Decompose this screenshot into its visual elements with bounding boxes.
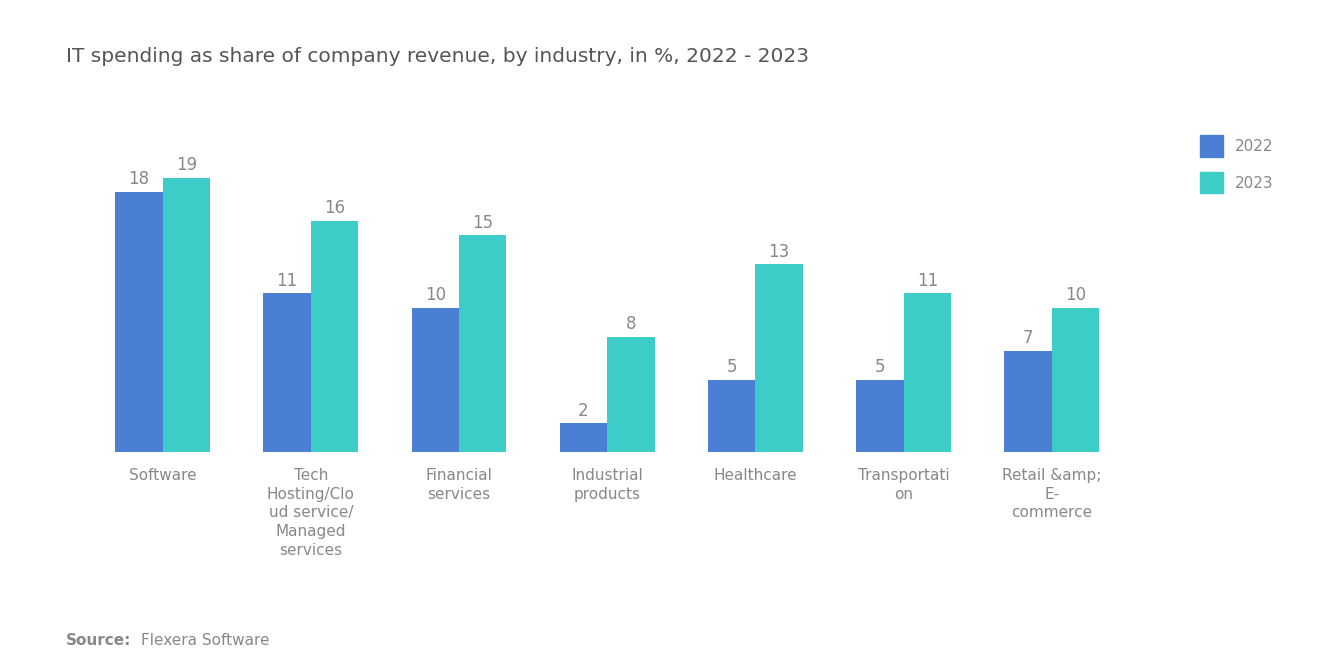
Bar [607,336,655,452]
Bar [904,293,950,452]
Text: 18: 18 [128,170,149,188]
Text: 11: 11 [916,271,939,289]
Bar [412,308,459,452]
Text: 2: 2 [578,402,589,420]
Bar [310,221,358,452]
Text: 11: 11 [276,271,298,289]
Text: 5: 5 [875,358,886,376]
Text: 8: 8 [626,315,636,333]
Text: IT spending as share of company revenue, by industry, in %, 2022 - 2023: IT spending as share of company revenue,… [66,47,809,66]
Text: 7: 7 [1023,329,1034,347]
Text: 10: 10 [425,286,446,304]
Bar [459,235,507,452]
Text: Source:: Source: [66,633,132,648]
Text: 10: 10 [1065,286,1086,304]
Bar [264,293,310,452]
Bar [1005,351,1052,452]
Text: 13: 13 [768,243,789,261]
Text: 15: 15 [473,213,494,231]
Text: Flexera Software: Flexera Software [141,633,269,648]
Bar [115,192,162,452]
Bar [560,424,607,452]
Bar [1052,308,1100,452]
Text: 19: 19 [176,156,197,174]
Text: 5: 5 [726,358,737,376]
Legend: 2022, 2023: 2022, 2023 [1192,127,1282,201]
Bar [857,380,904,452]
Bar [755,264,803,452]
Bar [708,380,755,452]
Text: 16: 16 [323,200,345,217]
Bar [162,178,210,452]
